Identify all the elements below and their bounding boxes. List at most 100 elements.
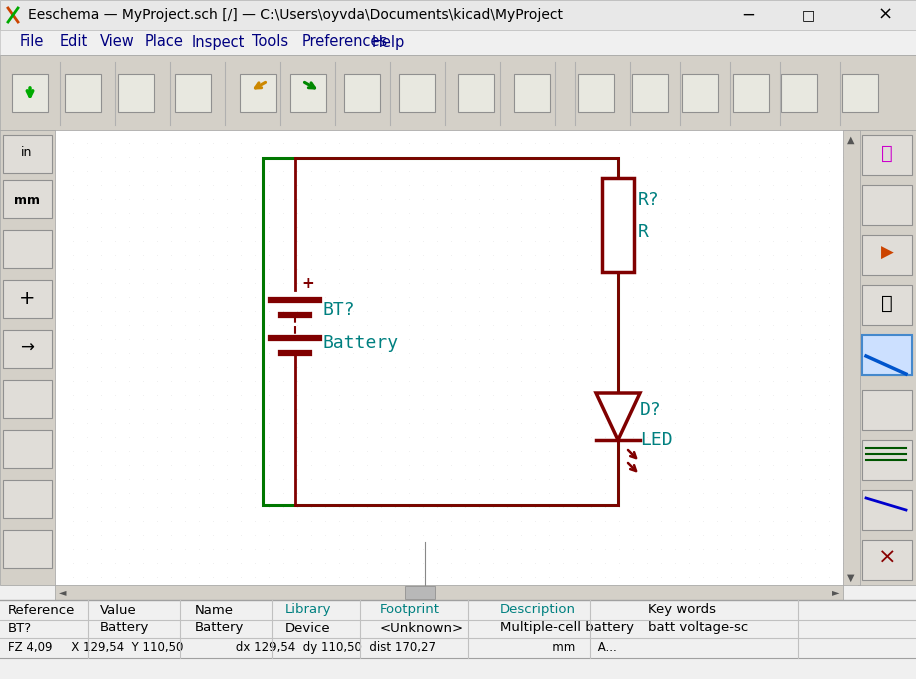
Point: [247, 179, 262, 190]
Point: [780, 403, 794, 414]
Point: [570, 502, 584, 513]
Point: [695, 291, 710, 302]
Point: [556, 263, 571, 274]
Point: [136, 515, 150, 526]
Point: [220, 138, 234, 149]
Point: [332, 250, 346, 261]
Point: [164, 362, 179, 373]
Point: [247, 445, 262, 456]
Point: [66, 179, 81, 190]
Point: [304, 348, 319, 359]
Point: [374, 572, 388, 583]
Point: [472, 390, 486, 401]
Point: [752, 572, 767, 583]
Point: [485, 432, 500, 443]
Point: [430, 432, 444, 443]
Point: [597, 557, 612, 568]
Point: [597, 333, 612, 344]
Point: [206, 460, 221, 471]
Point: [766, 208, 780, 219]
Point: [639, 179, 654, 190]
Point: [220, 333, 234, 344]
Point: [93, 250, 108, 261]
Point: [262, 502, 277, 513]
Point: [514, 320, 529, 331]
Point: [528, 263, 542, 274]
Point: [234, 250, 248, 261]
Point: [668, 390, 682, 401]
Point: [766, 221, 780, 232]
Point: [766, 362, 780, 373]
Bar: [0, 55, 916, 130]
Point: [122, 362, 136, 373]
Point: [430, 362, 444, 373]
Point: [654, 306, 669, 316]
Point: [793, 208, 808, 219]
Point: [541, 320, 556, 331]
Point: [289, 445, 304, 456]
Point: [416, 432, 431, 443]
Point: [835, 418, 850, 428]
Point: [443, 418, 458, 428]
Point: [276, 530, 290, 540]
Point: [793, 432, 808, 443]
Point: [206, 151, 221, 162]
Point: [360, 418, 375, 428]
Point: [570, 263, 584, 274]
Point: [332, 263, 346, 274]
Point: [514, 151, 529, 162]
Point: [472, 473, 486, 484]
Point: [710, 250, 725, 261]
Point: [612, 362, 627, 373]
Point: [654, 488, 669, 498]
Point: [626, 502, 640, 513]
Point: [835, 138, 850, 149]
Point: [289, 166, 304, 177]
Text: R?: R?: [638, 191, 660, 209]
Point: [66, 151, 81, 162]
Point: [541, 138, 556, 149]
Point: [808, 515, 823, 526]
Point: [710, 194, 725, 204]
Point: [318, 530, 333, 540]
Point: [752, 418, 767, 428]
Point: [793, 138, 808, 149]
Point: [626, 306, 640, 316]
Point: [149, 544, 164, 555]
Point: [247, 544, 262, 555]
Point: [514, 194, 529, 204]
Point: [654, 263, 669, 274]
Point: [262, 418, 277, 428]
Point: [191, 278, 206, 289]
Point: [108, 348, 123, 359]
Point: [191, 208, 206, 219]
Point: [387, 403, 402, 414]
Point: [766, 544, 780, 555]
Point: [206, 515, 221, 526]
Point: [374, 390, 388, 401]
Point: [822, 515, 836, 526]
Point: [416, 473, 431, 484]
Point: [108, 544, 123, 555]
Point: [345, 263, 360, 274]
Point: [682, 403, 696, 414]
Point: [276, 278, 290, 289]
Point: [556, 375, 571, 386]
Point: [262, 530, 277, 540]
Point: [304, 375, 319, 386]
Point: [345, 390, 360, 401]
Point: [780, 236, 794, 246]
Point: [822, 179, 836, 190]
Point: [387, 544, 402, 555]
Point: [387, 530, 402, 540]
Point: [402, 362, 417, 373]
Text: Name: Name: [195, 604, 234, 617]
Point: [234, 151, 248, 162]
Point: [835, 557, 850, 568]
Point: [360, 333, 375, 344]
Point: [682, 194, 696, 204]
Point: [387, 432, 402, 443]
Point: [458, 179, 473, 190]
Point: [639, 460, 654, 471]
Point: [191, 445, 206, 456]
